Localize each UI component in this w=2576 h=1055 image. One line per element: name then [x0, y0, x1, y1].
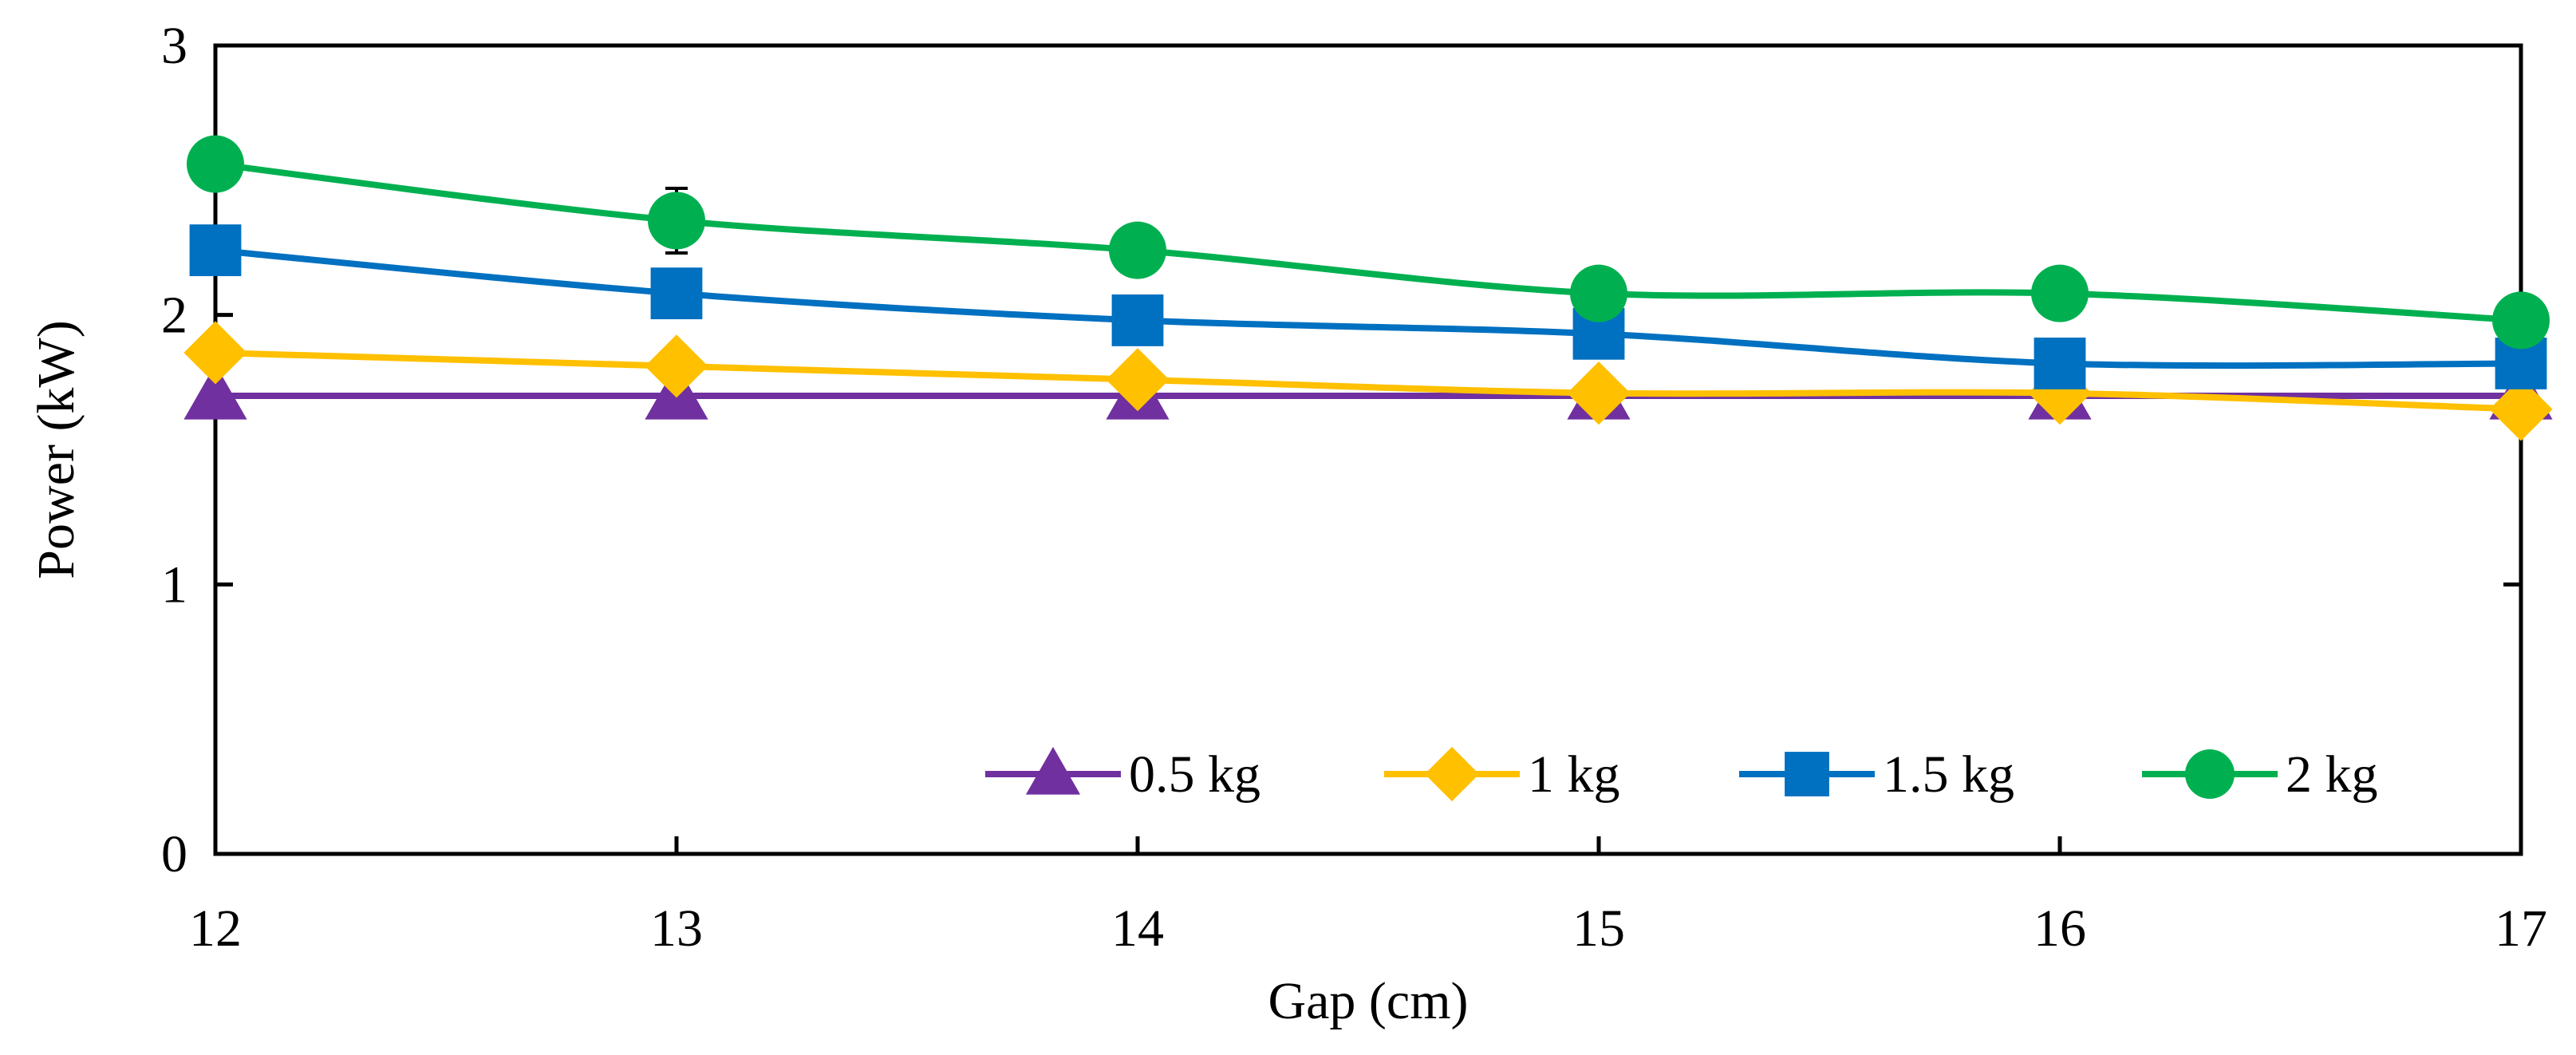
y-tick-label: 2 — [161, 286, 187, 345]
data-point — [187, 135, 244, 193]
legend-marker — [1785, 752, 1829, 796]
series-line — [215, 160, 2522, 324]
data-point — [1109, 221, 1166, 279]
data-point — [2031, 264, 2089, 322]
y-tick-label: 1 — [161, 555, 187, 614]
x-axis-title: Gap (cm) — [1268, 972, 1468, 1030]
x-tick-label: 12 — [189, 899, 242, 958]
series-1 — [183, 321, 2553, 441]
x-tick-label: 16 — [2034, 899, 2086, 958]
y-axis-title: Power (kW) — [27, 320, 85, 579]
data-point — [2034, 338, 2086, 389]
data-point — [645, 334, 708, 398]
legend: 0.5 kg 1 kg 1.5 kg 2 kg — [985, 745, 2378, 804]
data-point — [183, 321, 247, 385]
data-point — [1570, 264, 1627, 322]
legend-label: 1.5 kg — [1883, 745, 2014, 804]
y-tick-label: 3 — [161, 17, 187, 75]
legend-label: 1 kg — [1528, 745, 1620, 804]
legend-marker — [1025, 746, 1081, 795]
series-0 — [183, 364, 2553, 420]
data-point — [650, 267, 703, 320]
x-tick-label: 15 — [1572, 899, 1625, 958]
series-line — [215, 247, 2522, 369]
legend-marker — [1424, 746, 1480, 802]
x-tick-label: 14 — [1111, 899, 1164, 958]
y-tick-label: 0 — [161, 825, 187, 883]
data-point — [648, 192, 705, 250]
data-point — [1567, 361, 1631, 425]
data-point — [189, 224, 242, 277]
x-tick-label: 13 — [650, 899, 703, 958]
data-point — [2028, 361, 2092, 425]
series-3 — [187, 135, 2550, 350]
x-tick-label: 17 — [2495, 899, 2547, 958]
series-line — [215, 349, 2522, 413]
legend-label: 0.5 kg — [1129, 745, 1260, 804]
series-2 — [189, 224, 2547, 389]
data-point — [2492, 291, 2550, 350]
data-point — [1111, 294, 1164, 346]
legend-label: 2 kg — [2286, 745, 2378, 804]
data-point — [2489, 377, 2553, 441]
plot-frame — [213, 43, 2523, 856]
data-point — [183, 364, 247, 420]
data-point — [1106, 348, 1170, 412]
legend-marker — [2185, 749, 2235, 799]
